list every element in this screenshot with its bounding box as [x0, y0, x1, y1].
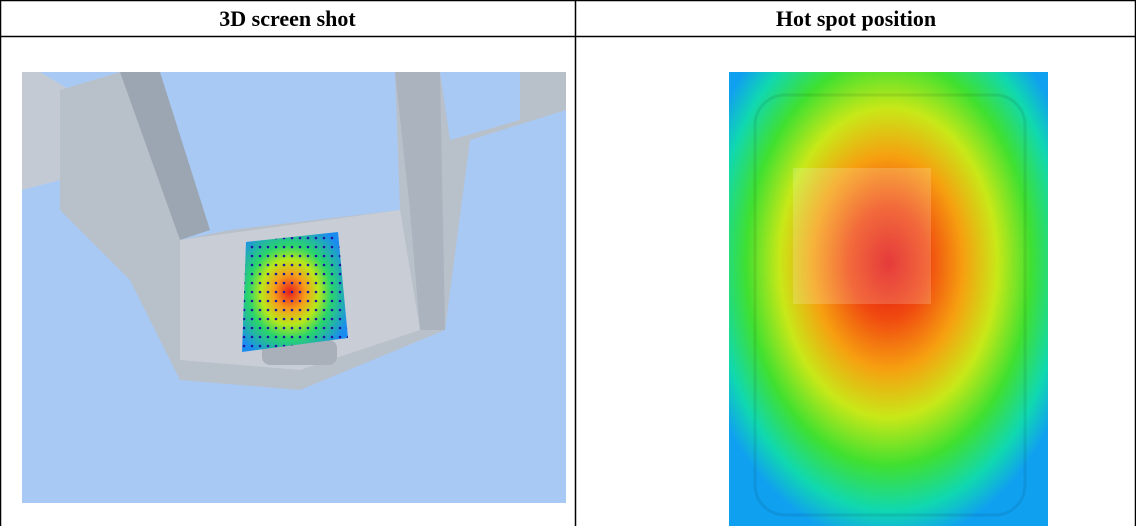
header-cell: 3D screen shot [219, 6, 356, 31]
hotspot-map [729, 72, 1048, 526]
screenshot-3d [22, 72, 566, 503]
header-cell: Hot spot position [775, 6, 937, 31]
